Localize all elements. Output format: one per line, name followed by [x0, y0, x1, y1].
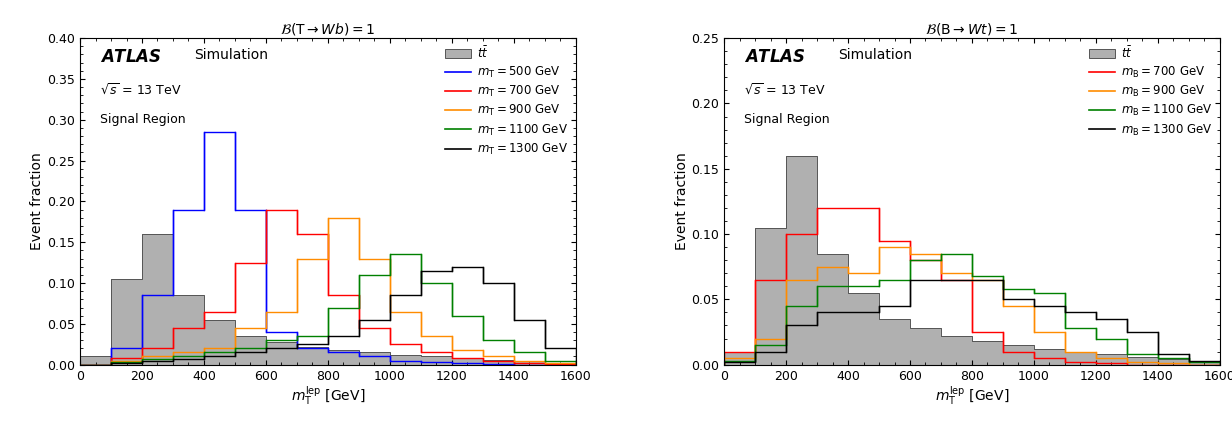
Text: $\bfit{ATLAS}$: $\bfit{ATLAS}$ [744, 48, 806, 66]
Legend: $t\bar{t}$, $m_{\mathrm{T}} = 500$ GeV, $m_{\mathrm{T}} = 700$ GeV, $m_{\mathrm{: $t\bar{t}$, $m_{\mathrm{T}} = 500$ GeV, … [442, 42, 572, 160]
X-axis label: $m_{\mathrm{T}}^{\mathrm{lep}}$ [GeV]: $m_{\mathrm{T}}^{\mathrm{lep}}$ [GeV] [291, 385, 365, 408]
Polygon shape [724, 156, 1220, 365]
Text: $\sqrt{s}$ = 13 TeV: $\sqrt{s}$ = 13 TeV [100, 82, 181, 98]
Y-axis label: Event fraction: Event fraction [675, 153, 689, 250]
Title: $\mathcal{B}(\mathrm{T} \rightarrow Wb) = 1$: $\mathcal{B}(\mathrm{T} \rightarrow Wb) … [280, 22, 376, 37]
Text: $\bfit{ATLAS}$: $\bfit{ATLAS}$ [100, 48, 161, 66]
Text: $\sqrt{s}$ = 13 TeV: $\sqrt{s}$ = 13 TeV [744, 82, 825, 98]
Title: $\mathcal{B}(\mathrm{B} \rightarrow Wt) = 1$: $\mathcal{B}(\mathrm{B} \rightarrow Wt) … [925, 22, 1019, 37]
Polygon shape [80, 234, 575, 365]
Y-axis label: Event fraction: Event fraction [31, 153, 44, 250]
Text: Signal Region: Signal Region [744, 113, 829, 126]
Text: Simulation: Simulation [195, 48, 269, 62]
Text: Simulation: Simulation [838, 48, 912, 62]
Text: Signal Region: Signal Region [100, 113, 186, 126]
Legend: $t\bar{t}$, $m_{\mathrm{B}} = 700$ GeV, $m_{\mathrm{B}} = 900$ GeV, $m_{\mathrm{: $t\bar{t}$, $m_{\mathrm{B}} = 700$ GeV, … [1085, 42, 1216, 141]
X-axis label: $m_{\mathrm{T}}^{\mathrm{lep}}$ [GeV]: $m_{\mathrm{T}}^{\mathrm{lep}}$ [GeV] [935, 385, 1009, 408]
